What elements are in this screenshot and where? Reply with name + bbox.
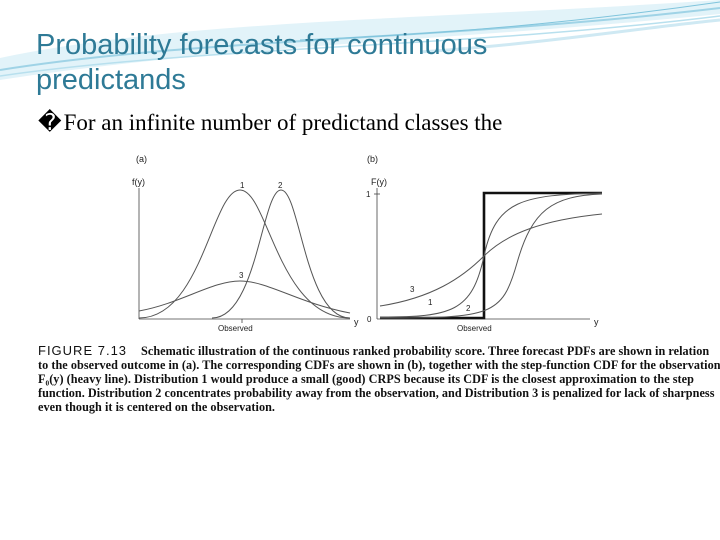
panel-a-observed-label: Observed xyxy=(218,324,253,333)
panel-a-ylabel: f(y) xyxy=(132,177,145,187)
cdf-curve-1-label: 1 xyxy=(428,298,433,307)
title-line-1: Probability forecasts for continuous xyxy=(36,29,488,61)
caption-text: Schematic illustration of the continuous… xyxy=(38,344,720,415)
pdf-curve-3 xyxy=(138,280,351,314)
figure-caption: FIGURE 7.13 Schematic illustration of the… xyxy=(38,343,720,415)
bullet-point: �For an infinite number of predictand cl… xyxy=(38,110,678,136)
panel-b-label: (b) xyxy=(367,154,378,164)
pdf-curve-2 xyxy=(211,189,351,319)
pdf-curve-3-label: 3 xyxy=(239,271,244,280)
pdf-curve-1 xyxy=(138,189,351,319)
crps-figure: (a) f(y) Observed y 1 2 3 (b) F(y) 1 0 y… xyxy=(132,154,603,333)
slide-title: Probability forecasts for continuous pre… xyxy=(36,28,636,98)
panel-b: (b) F(y) 1 0 y Observed 3 1 2 xyxy=(366,154,603,333)
panel-a-label: (a) xyxy=(136,154,147,164)
panel-b-tick-top: 1 xyxy=(366,190,371,199)
caption-figure-number: FIGURE 7.13 xyxy=(38,343,128,358)
panel-b-ylabel: F(y) xyxy=(371,177,387,187)
cdf-curve-3-label: 3 xyxy=(410,285,415,294)
panel-a: (a) f(y) Observed y 1 2 3 xyxy=(132,154,359,333)
cdf-curve-2 xyxy=(379,193,603,319)
panel-b-tick-bottom: 0 xyxy=(367,315,372,324)
cdf-curve-3 xyxy=(379,213,603,307)
panel-a-xlabel: y xyxy=(354,317,359,327)
title-line-2: predictands xyxy=(36,64,186,96)
pdf-curve-2-label: 2 xyxy=(278,181,283,190)
cdf-curve-2-label: 2 xyxy=(466,304,471,313)
bullet-glyph: � xyxy=(38,110,62,135)
pdf-curve-1-label: 1 xyxy=(240,181,245,190)
header-swoosh-decoration xyxy=(0,0,720,80)
bullet-text: For an infinite number of predictand cla… xyxy=(63,110,503,135)
panel-b-xlabel: y xyxy=(594,317,599,327)
observation-step-cdf xyxy=(380,191,602,320)
panel-b-observed-label: Observed xyxy=(457,324,492,333)
